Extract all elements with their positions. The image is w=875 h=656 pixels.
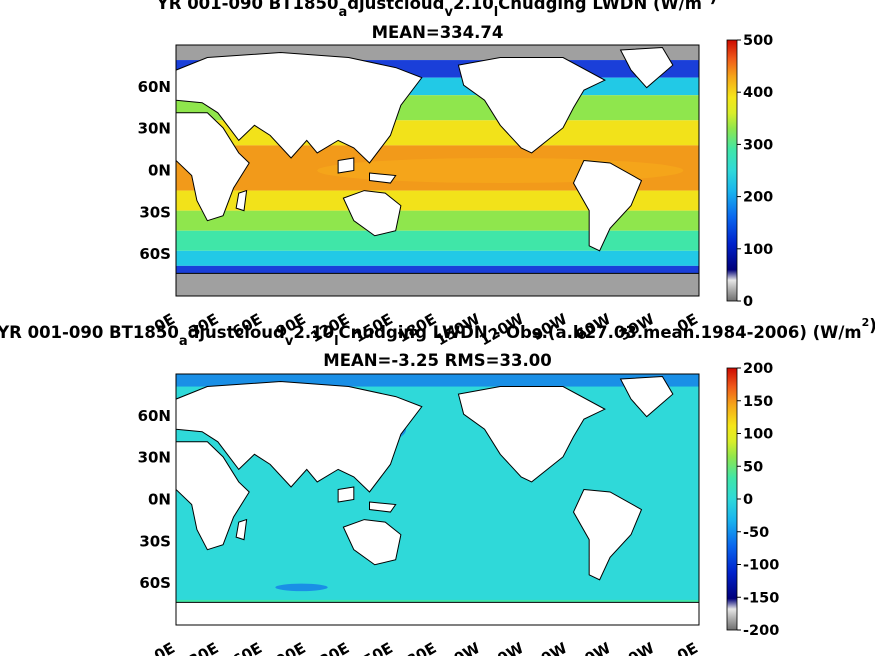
continent-eurasia [176,381,423,493]
continent-madagascar [235,189,248,212]
continent-borneo [337,486,355,503]
continent-northamerica [457,386,606,483]
y-tick-label: 30N [138,120,171,138]
x-tick-label: 30W [616,639,658,656]
continent-newguinea [369,501,397,513]
x-tick-label: 0E [151,639,178,656]
map-panel-1: YR 001-090 BT1850adjustcloudv2.10lCnudgi… [138,0,774,349]
map-panel-2: YR 001-090 BT1850adjustcloudv2.10lCnudgi… [0,316,875,656]
colorbar [726,39,738,302]
continent-madagascar [235,518,248,541]
colorbar-tick-label: 100 [743,242,773,258]
colorbar-tick-label: 50 [743,459,763,475]
field-layer [176,374,699,625]
continent-greenland [619,375,674,418]
x-tick-label: 90W [529,639,571,656]
colorbar-tick-label: -150 [743,590,779,606]
continent-antarctica [176,272,699,296]
colorbar-tick-label: 400 [743,85,773,101]
x-tick-label: 0E [674,639,701,656]
continent-africa [176,441,250,551]
y-tick-label: 30N [138,449,171,467]
colorbar-tick-label: -50 [743,525,769,541]
x-tick-label: 60E [229,639,265,656]
y-tick-label: 30S [139,203,171,221]
colorbar-tick-label: 0 [743,294,753,310]
continent-newguinea [369,172,397,184]
colorbar-tick-label: 300 [743,137,773,153]
continent-australia [342,190,402,237]
chart-title: YR 001-090 BT1850adjustcloudv2.10lCnudgi… [0,316,875,349]
chart-subtitle: MEAN=-3.25 RMS=33.00 [323,351,551,370]
continent-southamerica [572,159,643,252]
chart-title: YR 001-090 BT1850adjustcloudv2.10lCnudgi… [156,0,717,20]
continent-eurasia [176,52,423,164]
field-negative-anomaly [275,583,328,592]
colorbar [726,367,738,631]
y-tick-label: 60S [139,245,171,263]
field-band-8 [176,210,699,231]
colorbar-tick-label: 200 [743,361,773,377]
y-tick-label: 0N [148,491,171,509]
x-tick-label: 120E [307,639,352,656]
y-tick-label: 30S [139,532,171,550]
continent-southamerica [572,488,643,581]
colorbar-tick-label: 200 [743,190,773,206]
colorbar-tick-label: 100 [743,427,773,443]
colorbar-tick-label: 0 [743,492,753,508]
colorbar-tick-label: 150 [743,394,773,410]
x-tick-label: 90E [273,639,309,656]
x-tick-label: 120W [476,639,527,656]
continent-borneo [337,157,355,174]
y-tick-label: 60N [138,407,171,425]
map-frame [175,44,700,297]
x-tick-label: 150W [433,639,484,656]
y-tick-label: 0N [148,162,171,180]
field-layer [176,45,699,296]
y-tick-label: 60N [138,78,171,96]
field-band-7 [176,190,699,211]
continent-northamerica [457,57,606,154]
map-frame [175,373,700,626]
continent-antarctica [176,601,699,625]
x-tick-label: 180E [395,639,440,656]
continent-australia [342,519,402,566]
chart-subtitle: MEAN=334.74 [372,23,504,42]
colorbar-tick-label: -100 [743,558,779,574]
x-tick-label: 30E [186,639,222,656]
field-band-9 [176,230,699,251]
continent-greenland [619,46,674,89]
colorbar-tick-label: -200 [743,623,779,639]
x-tick-label: 60W [572,639,614,656]
field-band-10 [176,250,699,266]
colorbar-tick-label: 500 [743,33,773,49]
y-tick-label: 60S [139,574,171,592]
continent-africa [176,112,250,222]
x-tick-label: 150E [351,639,396,656]
